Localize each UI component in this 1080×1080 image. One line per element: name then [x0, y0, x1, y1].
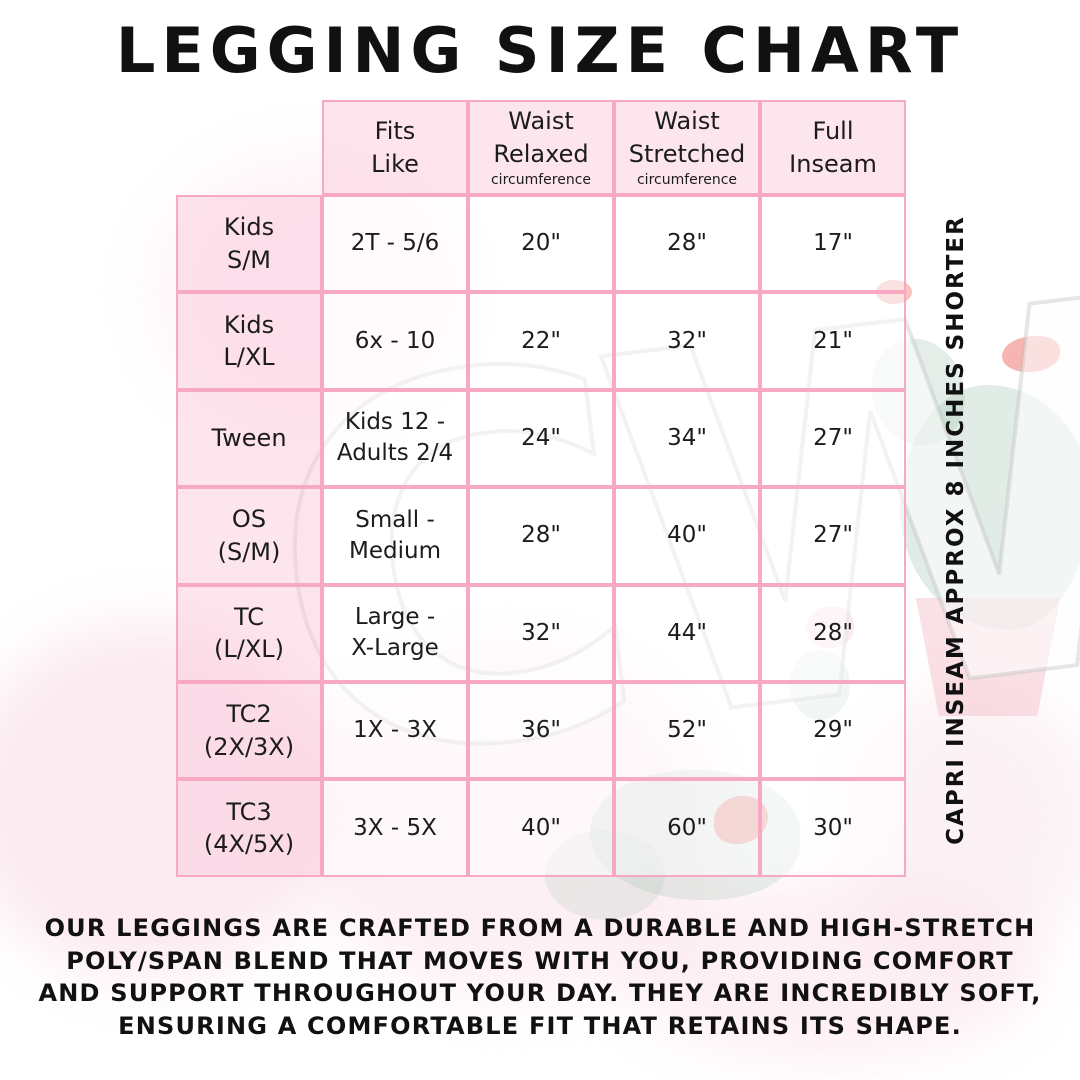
table-cell: 17"	[760, 195, 906, 293]
column-header-label: Waist Relaxed	[493, 107, 589, 168]
table-cell: 29"	[760, 681, 906, 780]
column-header-waist-stretched: Waist Stretched circumference	[614, 100, 760, 195]
watercolor-wash	[620, 880, 1040, 1060]
description-line: ENSURING A COMFORTABLE FIT THAT RETAINS …	[118, 1011, 962, 1040]
table-cell: 27"	[760, 487, 906, 585]
table-cell: 2T - 5/6	[322, 195, 468, 293]
row-label-os: OS (S/M)	[176, 487, 322, 585]
column-header-label: Fits Like	[371, 117, 419, 178]
column-header-label: Full Inseam	[789, 117, 877, 178]
table-cell: 40"	[614, 487, 760, 585]
row-label-tween: Tween	[176, 389, 322, 488]
table-cell: 3X - 5X	[322, 779, 468, 877]
table-cell: Kids 12 - Adults 2/4	[322, 389, 468, 488]
flower-accent	[1002, 336, 1060, 372]
column-header-waist-relaxed: Waist Relaxed circumference	[468, 100, 614, 195]
row-label-kids-lxl: Kids L/XL	[176, 292, 322, 390]
table-cell: 28"	[614, 195, 760, 293]
cactus-illustration	[900, 385, 1080, 630]
table-cell: 24"	[468, 389, 614, 488]
table-cell: 22"	[468, 292, 614, 390]
table-cell: 36"	[468, 681, 614, 780]
row-label-tc2: TC2 (2X/3X)	[176, 681, 322, 780]
table-cell: 52"	[614, 681, 760, 780]
table-cell: 21"	[760, 292, 906, 390]
table-cell: 40"	[468, 779, 614, 877]
row-label-tc: TC (L/XL)	[176, 584, 322, 682]
table-cell: 60"	[614, 779, 760, 877]
table-cell: 44"	[614, 584, 760, 682]
description-line: OUR LEGGINGS ARE CRAFTED FROM A DURABLE …	[44, 914, 1036, 942]
table-cell: 30"	[760, 779, 906, 877]
description-line: POLY/SPAN BLEND THAT MOVES WITH YOU, PRO…	[66, 946, 1014, 975]
column-header-label: Waist Stretched	[628, 107, 746, 168]
column-header-subtext: circumference	[636, 171, 738, 188]
table-cell: 28"	[468, 487, 614, 585]
table-cell: 20"	[468, 195, 614, 293]
product-description: OUR LEGGINGS ARE CRAFTED FROM A DURABLE …	[0, 912, 1080, 1043]
size-table: Fits Like Waist Relaxed circumference Wa…	[176, 100, 906, 877]
row-label-kids-sm: Kids S/M	[176, 195, 322, 293]
table-cell: 32"	[614, 292, 760, 390]
table-cell: 1X - 3X	[322, 681, 468, 780]
column-header-subtext: circumference	[490, 171, 592, 188]
table-cell: 28"	[760, 584, 906, 682]
table-cell: 34"	[614, 389, 760, 488]
table-cell: 27"	[760, 389, 906, 488]
table-cell: 6x - 10	[322, 292, 468, 390]
table-cell: Large - X-Large	[322, 584, 468, 682]
description-line: AND SUPPORT THROUGHOUT YOUR DAY. THEY AR…	[38, 979, 1042, 1008]
corner-spacer	[176, 100, 322, 195]
column-header-fits-like: Fits Like	[322, 100, 468, 195]
column-header-full-inseam: Full Inseam	[760, 100, 906, 195]
capri-inseam-note: CAPRI INSEAM APPROX 8 INCHES SHORTER	[943, 215, 969, 845]
cactus-pot-illustration	[915, 598, 1061, 716]
table-cell: 32"	[468, 584, 614, 682]
table-cell: Small - Medium	[322, 487, 468, 585]
page-title: LEGGING SIZE CHART	[115, 14, 965, 87]
row-label-tc3: TC3 (4X/5X)	[176, 779, 322, 877]
